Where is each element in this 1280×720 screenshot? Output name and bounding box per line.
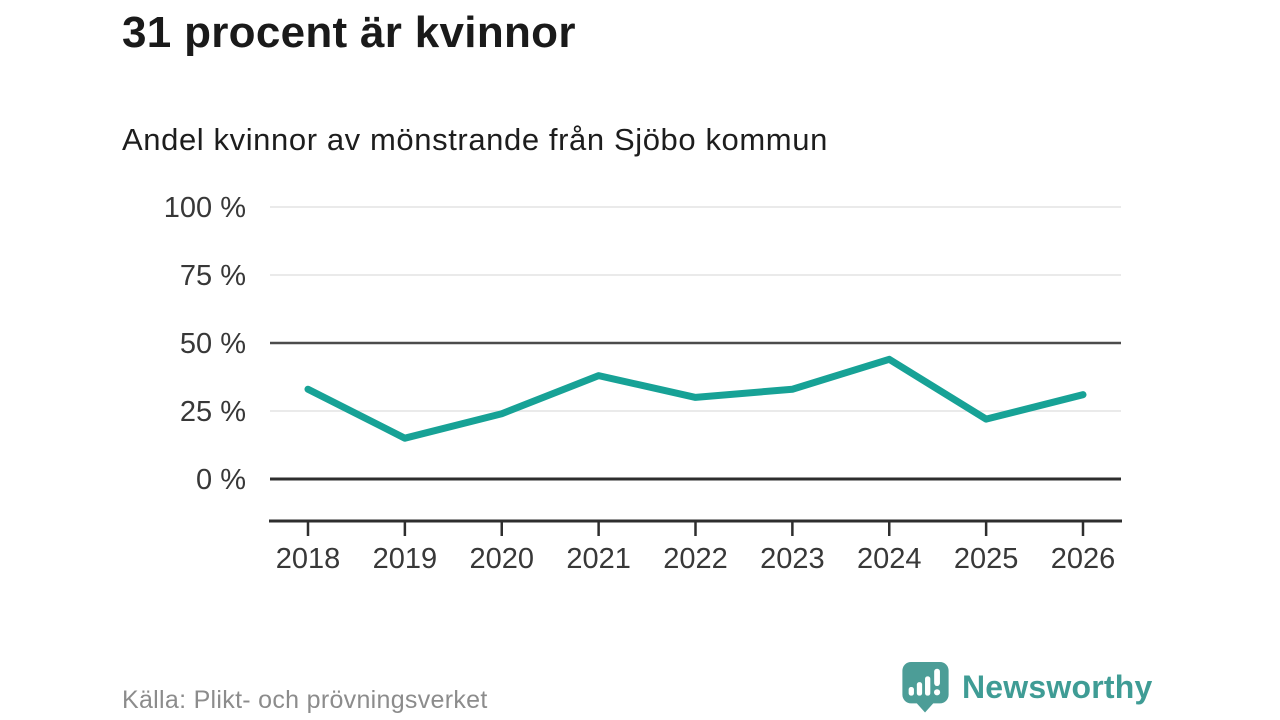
source-text: Källa: Plikt- och prövningsverket (122, 686, 488, 714)
x-tick-label: 2024 (857, 543, 922, 575)
brand-text: Newsworthy (962, 668, 1153, 705)
x-tick-label: 2019 (373, 543, 438, 575)
logo-exclamation-dot (933, 689, 941, 696)
y-tick-label: 100 % (164, 192, 246, 224)
x-tick-label: 2023 (760, 543, 825, 575)
y-tick-label: 0 % (196, 464, 246, 496)
x-tick-label: 2021 (566, 543, 631, 575)
newsworthy-logo-icon (902, 661, 949, 713)
chart-subtitle: Andel kvinnor av mönstrande från Sjöbo k… (122, 122, 828, 157)
logo-bar-2 (916, 682, 923, 696)
x-tick-label: 2026 (1051, 543, 1116, 575)
logo-exclamation-bar (934, 668, 940, 687)
data-line (304, 355, 1087, 442)
y-tick-label: 75 % (180, 260, 246, 292)
logo-bar-3 (925, 676, 931, 696)
y-tick-label: 50 % (180, 328, 246, 360)
logo-bar-1 (908, 687, 914, 696)
x-tick-label: 2020 (469, 543, 534, 575)
newsworthy-logo: Newsworthy (900, 661, 1152, 713)
x-tick-label: 2018 (276, 543, 341, 575)
x-tick-label: 2022 (663, 543, 728, 575)
x-tick-label: 2025 (954, 543, 1019, 575)
chart-title: 31 procent är kvinnor (122, 8, 576, 57)
y-tick-label: 25 % (180, 396, 246, 428)
